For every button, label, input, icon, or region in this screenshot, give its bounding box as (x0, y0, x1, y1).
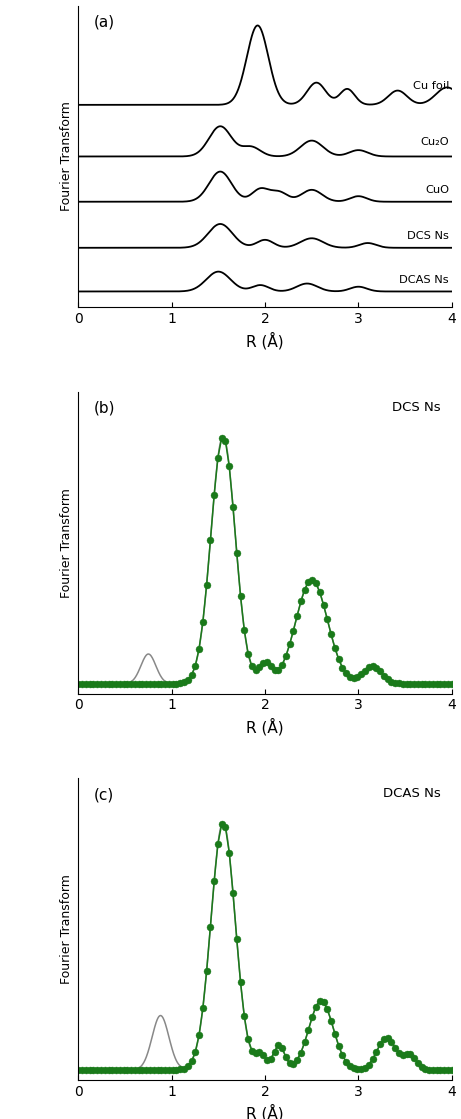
Text: DCAS Ns: DCAS Ns (399, 275, 449, 285)
X-axis label: R (Å): R (Å) (246, 331, 284, 349)
Text: Cu foil: Cu foil (413, 81, 449, 91)
X-axis label: R (Å): R (Å) (246, 718, 284, 735)
Text: DCAS Ns: DCAS Ns (383, 787, 441, 800)
Y-axis label: Fourier Transform: Fourier Transform (60, 488, 73, 598)
Y-axis label: Fourier Transform: Fourier Transform (60, 874, 73, 984)
Text: (a): (a) (93, 15, 114, 29)
Text: CuO: CuO (425, 185, 449, 195)
Y-axis label: Fourier Transform: Fourier Transform (60, 102, 73, 211)
Text: DCS Ns: DCS Ns (407, 232, 449, 242)
Text: DCS Ns: DCS Ns (392, 401, 441, 414)
Text: Cu₂O: Cu₂O (420, 137, 449, 147)
X-axis label: R (Å): R (Å) (246, 1104, 284, 1119)
Text: (b): (b) (93, 401, 115, 416)
Text: (c): (c) (93, 787, 113, 802)
